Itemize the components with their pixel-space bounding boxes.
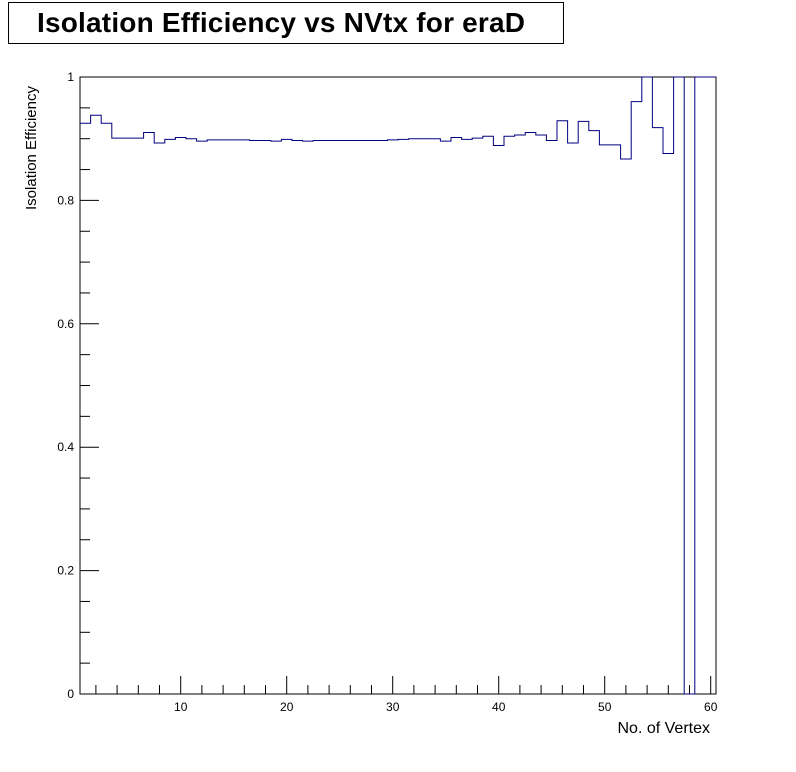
y-tick-label: 0.8 [57, 193, 74, 207]
y-axis-label: Isolation Efficiency [23, 86, 40, 210]
y-tick-label: 0.4 [57, 440, 74, 454]
x-axis-label: No. of Vertex [618, 720, 711, 737]
x-tick-label: 20 [280, 700, 294, 714]
title-box: Isolation Efficiency vs NVtx for eraD [8, 2, 564, 44]
y-tick-label: 0.6 [57, 317, 74, 331]
y-tick-label: 0 [67, 687, 74, 701]
y-tick-label: 0.2 [57, 564, 74, 578]
x-tick-label: 10 [174, 700, 188, 714]
x-tick-label: 30 [386, 700, 400, 714]
y-tick-label: 1 [67, 70, 74, 84]
efficiency-step-line [80, 76, 716, 695]
chart-title: Isolation Efficiency vs NVtx for eraD [37, 7, 526, 38]
x-tick-label: 40 [492, 700, 506, 714]
x-tick-label: 50 [598, 700, 612, 714]
x-tick-label: 60 [704, 700, 718, 714]
plot-frame [79, 76, 717, 695]
